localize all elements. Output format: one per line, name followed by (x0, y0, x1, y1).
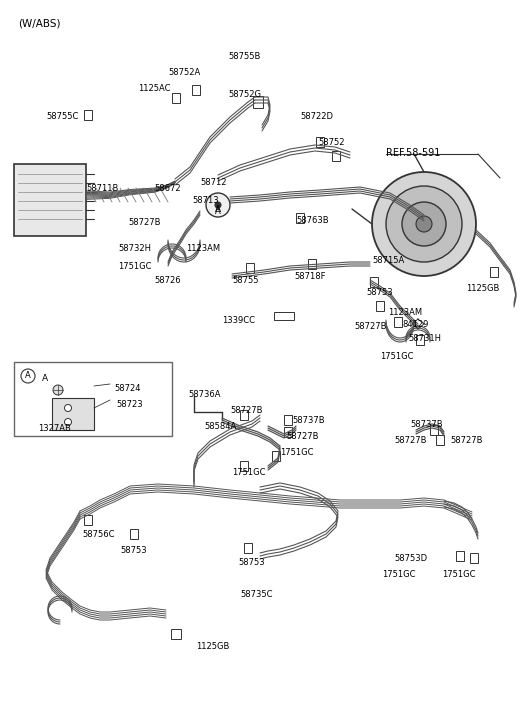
Text: 58732H: 58732H (118, 244, 151, 253)
Text: 1751GC: 1751GC (442, 570, 476, 579)
Text: 1751GC: 1751GC (280, 448, 313, 457)
Circle shape (64, 404, 71, 411)
Text: 58752G: 58752G (228, 90, 261, 99)
Text: 58731H: 58731H (408, 334, 441, 343)
Bar (284, 427, 292, 437)
Text: 58755C: 58755C (46, 112, 78, 121)
Text: A: A (215, 205, 221, 214)
Bar (376, 301, 384, 311)
Text: 58727B: 58727B (230, 406, 262, 415)
Bar (430, 425, 438, 435)
Text: 58735C: 58735C (240, 590, 272, 599)
Text: 58727B: 58727B (128, 218, 161, 227)
Text: 58715A: 58715A (372, 256, 404, 265)
Circle shape (64, 419, 71, 425)
Text: A: A (215, 207, 221, 217)
Bar (470, 553, 478, 563)
Bar (130, 529, 138, 539)
Text: 58726: 58726 (154, 276, 181, 285)
Text: 58713: 58713 (192, 196, 219, 205)
Text: 58753D: 58753D (394, 554, 427, 563)
Bar (436, 435, 444, 445)
Text: (W/ABS): (W/ABS) (18, 18, 61, 28)
Text: 58753: 58753 (120, 546, 147, 555)
Text: 58727B: 58727B (450, 436, 483, 445)
Text: 58712: 58712 (200, 178, 227, 187)
Text: 1327AB: 1327AB (38, 424, 71, 433)
Circle shape (402, 202, 446, 246)
Text: 58752A: 58752A (168, 68, 200, 77)
Bar (490, 267, 498, 277)
Bar (370, 277, 378, 287)
Text: 58737B: 58737B (410, 420, 443, 429)
Text: 1751GC: 1751GC (118, 262, 152, 271)
Text: 1123AM: 1123AM (186, 244, 220, 253)
Bar (394, 317, 402, 327)
Bar (332, 151, 340, 161)
Circle shape (372, 172, 476, 276)
Bar (84, 515, 92, 525)
Bar (52, 398, 94, 430)
Bar (296, 213, 304, 223)
Circle shape (21, 369, 35, 383)
Text: 84129: 84129 (402, 320, 428, 329)
Bar (272, 451, 280, 461)
Text: 58756C: 58756C (82, 530, 114, 539)
Text: A: A (25, 371, 31, 380)
Circle shape (215, 202, 221, 208)
Text: 58763B: 58763B (296, 216, 329, 225)
Text: 58724: 58724 (114, 384, 140, 393)
Bar (246, 263, 254, 273)
Text: A: A (42, 374, 48, 383)
Bar (253, 96, 263, 108)
Text: 58753: 58753 (238, 558, 264, 567)
Text: 1125AC: 1125AC (138, 84, 170, 93)
Bar (240, 461, 248, 471)
Bar (244, 543, 252, 553)
Text: 1751GC: 1751GC (232, 468, 265, 477)
Bar (308, 259, 316, 269)
Text: 1339CC: 1339CC (222, 316, 255, 325)
Text: 58723: 58723 (116, 400, 143, 409)
Text: 58672: 58672 (154, 184, 181, 193)
Bar (171, 629, 181, 639)
Text: 58753: 58753 (366, 288, 393, 297)
Text: 58752: 58752 (318, 138, 345, 147)
Bar (84, 110, 92, 120)
Text: 1125GB: 1125GB (196, 642, 229, 651)
Text: 58718F: 58718F (294, 272, 326, 281)
Circle shape (416, 216, 432, 232)
Bar (416, 335, 424, 345)
Text: 58755B: 58755B (228, 52, 260, 61)
Text: 58711B: 58711B (86, 184, 119, 193)
Text: 58737B: 58737B (292, 416, 325, 425)
Bar (456, 551, 464, 561)
Bar (192, 85, 200, 95)
Text: 1125GB: 1125GB (466, 284, 500, 293)
Text: 58727B: 58727B (354, 322, 387, 331)
Bar (316, 137, 324, 147)
Bar (274, 312, 294, 320)
Text: 58727B: 58727B (394, 436, 427, 445)
Bar (284, 415, 292, 425)
Text: 58722D: 58722D (300, 112, 333, 121)
Text: 58755: 58755 (232, 276, 259, 285)
Text: 1751GC: 1751GC (380, 352, 413, 361)
Circle shape (53, 385, 63, 395)
Bar (240, 410, 248, 420)
Text: 1123AM: 1123AM (388, 308, 422, 317)
Text: 58727B: 58727B (286, 432, 319, 441)
Text: 58736A: 58736A (188, 390, 220, 399)
Text: 58584A: 58584A (204, 422, 236, 431)
Bar (172, 93, 180, 103)
Circle shape (386, 186, 462, 262)
Bar (14, 362, 172, 436)
Text: REF.58-591: REF.58-591 (386, 148, 440, 158)
Circle shape (206, 193, 230, 217)
Text: 1751GC: 1751GC (382, 570, 415, 579)
Bar (14, 164, 86, 236)
